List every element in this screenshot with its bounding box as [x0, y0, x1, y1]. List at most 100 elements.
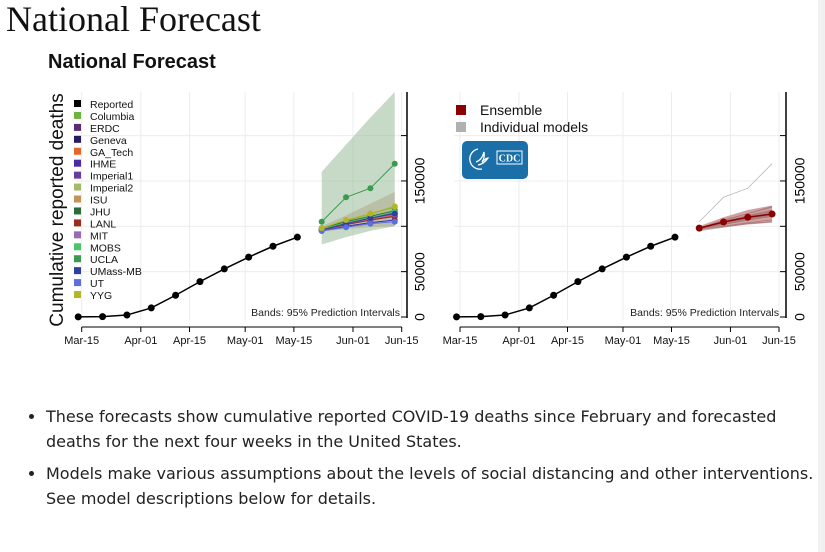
legend-swatch: [74, 255, 81, 263]
legend-swatch: [74, 111, 81, 119]
legend-swatch: [74, 279, 81, 287]
legend-swatch: [74, 135, 81, 143]
series-reported-point: [74, 313, 82, 321]
legend-label: Imperial1: [90, 171, 133, 183]
series-reported-point: [574, 278, 582, 286]
legend-swatch: [74, 159, 81, 167]
y-tick-label: 150000: [412, 157, 428, 204]
bullet-item: These forecasts show cumulative reported…: [46, 404, 816, 454]
series-reported-point: [123, 311, 131, 319]
series-reported-point: [147, 304, 155, 312]
individual-model-UCLA: [698, 163, 773, 223]
series-ensemble-point: [695, 224, 703, 232]
legend-label: GA_Tech: [90, 147, 133, 159]
legend-label: Imperial2: [90, 183, 133, 195]
series-reported-point: [647, 242, 655, 250]
legend-swatch: [74, 183, 81, 191]
series-reported: [456, 236, 676, 318]
series-reported-point: [293, 233, 301, 241]
individual-model-LANL: [699, 215, 773, 231]
individual-model-YYG: [699, 205, 773, 229]
figure-title: National Forecast: [48, 51, 216, 73]
legend-label: YYG: [90, 290, 112, 302]
series-YYG-point: [318, 225, 325, 232]
legend-label: Reported: [90, 99, 133, 111]
series-YYG-point: [391, 203, 398, 210]
series-reported: [78, 236, 298, 318]
x-tick-label: Jun-01: [714, 335, 748, 347]
series-reported-point: [550, 291, 558, 299]
series-reported-point: [99, 313, 107, 321]
legend-swatch: [74, 231, 81, 239]
legend-label: ERDC: [90, 123, 120, 135]
bullet-item: Models make various assumptions about th…: [46, 461, 816, 511]
x-tick-label: May-01: [605, 335, 642, 347]
legend-label: ISU: [90, 195, 108, 207]
chart-ensemble: 0 50000 150000 Mar-15 Apr-01 Apr-15 May-01 May-…: [443, 92, 808, 347]
x-tick-label: Jun-01: [336, 335, 370, 347]
x-tick-label: May-01: [227, 335, 264, 347]
legend-label: JHU: [90, 206, 110, 218]
legend-label: MIT: [90, 230, 109, 242]
x-tick-label: Mar-15: [443, 335, 478, 347]
legend-label: UMass-MB: [90, 266, 142, 278]
x-tick-label: May-15: [276, 335, 313, 347]
individual-model-UT: [699, 221, 773, 232]
cdc-wordmark: CDC: [499, 154, 521, 165]
legend-label: IHME: [90, 159, 116, 171]
series-UMass-MB-point: [367, 215, 374, 222]
y-tick-label: 0: [412, 313, 428, 321]
y-axis-title: Cumulative reported deaths: [47, 93, 68, 326]
series-UCLA-point: [367, 185, 374, 192]
series-MOBS: [321, 211, 395, 230]
series-YYG: [321, 205, 395, 229]
series-UT-point: [343, 224, 350, 231]
series-reported-point: [477, 313, 485, 321]
series-reported-point: [220, 265, 228, 273]
y-tick-label: 0: [792, 313, 808, 321]
series-UT: [321, 221, 395, 232]
legend-swatch: [74, 219, 81, 227]
legend-label: UCLA: [90, 254, 118, 266]
series-ensemble-point: [744, 213, 752, 221]
series-UMass-MB-point: [391, 210, 398, 217]
y-tick-label: 150000: [792, 157, 808, 204]
x-tick-label: May-15: [653, 335, 690, 347]
legend-label: LANL: [90, 218, 116, 230]
x-tick-label: Apr-01: [124, 335, 157, 347]
x-tick-label: Apr-15: [551, 335, 584, 347]
series-ensemble-point: [720, 218, 728, 226]
series-ensemble-point: [768, 210, 776, 218]
legend-label: Individual models: [480, 119, 588, 135]
legend-swatch: [74, 147, 81, 155]
legend-swatch: [74, 171, 81, 179]
legend-swatch: [74, 267, 81, 275]
legend-label: Ensemble: [480, 102, 542, 118]
series-reported-point: [622, 253, 630, 261]
cdc-logo: CDC: [462, 141, 528, 179]
y-tick-label: 50000: [412, 252, 428, 291]
scrollbar[interactable]: [818, 0, 825, 552]
bands-annotation: Bands: 95% Prediction Intervals: [630, 307, 779, 319]
x-tick-label: Apr-01: [502, 335, 535, 347]
x-tick-label: Jun-15: [385, 335, 419, 347]
legend-swatch: [74, 243, 81, 251]
description-list: These forecasts show cumulative reported…: [24, 404, 816, 518]
legend-label: UT: [90, 278, 105, 290]
hhs-eagle-icon: [469, 148, 490, 170]
series-reported-point: [598, 265, 606, 273]
series-UCLA-point: [391, 160, 398, 167]
series-ensemble: [699, 213, 773, 229]
forecast-figure: National Forecast 0 50000 150000 Mar-15 Apr-…: [47, 51, 808, 347]
legend-swatch: [456, 105, 466, 115]
series-reported-point: [525, 304, 533, 312]
series-reported-point: [269, 242, 277, 250]
series-reported-point: [501, 311, 509, 319]
y-tick-label: 50000: [792, 252, 808, 291]
series-YYG-point: [343, 216, 350, 223]
series-YYG-point: [367, 210, 374, 217]
bands-annotation: Bands: 95% Prediction Intervals: [251, 307, 400, 319]
legend-label: Geneva: [90, 135, 127, 147]
series-UCLA: [321, 163, 396, 223]
x-tick-label: Jun-15: [762, 335, 796, 347]
